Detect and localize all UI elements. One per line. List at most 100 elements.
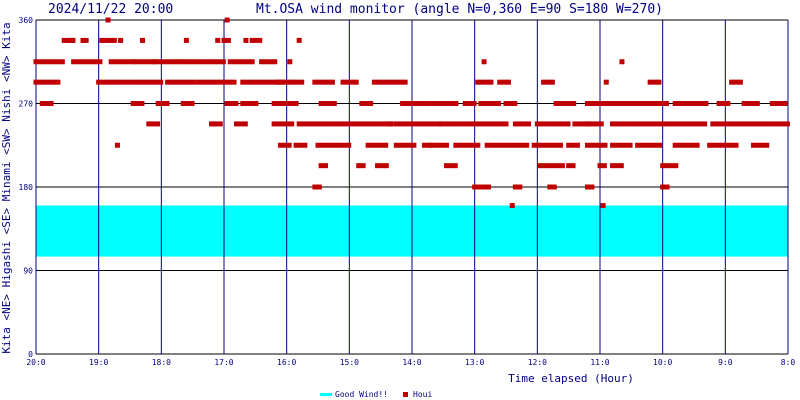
houi-point	[363, 101, 369, 106]
houi-point	[149, 79, 155, 85]
houi-point	[216, 59, 222, 65]
houi-point	[729, 142, 735, 148]
houi-point	[79, 59, 85, 65]
houi-point	[584, 184, 590, 190]
houi-point	[547, 121, 553, 127]
houi-point	[253, 101, 259, 106]
houi-point	[244, 79, 250, 85]
houi-point	[240, 79, 246, 85]
houi-point	[677, 142, 683, 148]
houi-point	[690, 142, 696, 148]
houi-point	[213, 79, 219, 85]
houi-point	[471, 101, 477, 106]
chart-title: Mt.OSA wind monitor (angle N=0,360 E=90 …	[256, 2, 663, 17]
houi-point	[51, 79, 57, 85]
houi-point	[784, 121, 790, 127]
houi-point	[552, 121, 558, 127]
houi-point	[333, 142, 339, 148]
houi-point	[549, 142, 555, 148]
houi-point	[218, 79, 224, 85]
houi-point	[741, 101, 747, 106]
houi-point	[33, 79, 39, 85]
houi-point	[534, 121, 540, 127]
houi-point	[485, 184, 491, 190]
houi-point	[555, 163, 561, 169]
houi-point	[737, 79, 743, 85]
houi-point	[257, 79, 263, 85]
houi-point	[453, 142, 459, 148]
houi-point	[325, 79, 331, 85]
houi-point	[323, 163, 329, 169]
houi-point	[600, 203, 606, 209]
houi-point	[344, 121, 350, 127]
houi-point	[263, 59, 269, 65]
houi-point	[476, 184, 482, 190]
houi-point	[448, 163, 454, 169]
houi-point	[759, 142, 765, 148]
houi-point	[462, 101, 468, 106]
houi-point	[402, 121, 408, 127]
houi-point	[517, 121, 523, 127]
houi-point	[272, 59, 278, 65]
houi-point	[212, 59, 218, 65]
houi-point	[749, 121, 755, 127]
houi-point	[690, 101, 696, 106]
houi-point	[130, 59, 136, 65]
houi-point	[189, 101, 195, 106]
houi-point	[485, 121, 491, 127]
houi-point	[553, 142, 559, 148]
x-tick-label: 11:0	[590, 358, 609, 367]
houi-point	[283, 79, 289, 85]
x-tick-label: 13:0	[465, 358, 484, 367]
houi-point	[426, 101, 432, 106]
houi-point	[507, 101, 513, 106]
houi-point	[649, 121, 655, 127]
houi-point	[224, 17, 230, 23]
houi-point	[315, 142, 321, 148]
legend: Good Wind!! Houi	[320, 390, 432, 399]
houi-point	[99, 37, 105, 43]
houi-point	[356, 163, 362, 169]
houi-point	[437, 121, 443, 127]
houi-point	[284, 101, 290, 106]
houi-point	[314, 121, 320, 127]
houi-point	[130, 101, 136, 106]
houi-point	[614, 142, 620, 148]
houi-point	[561, 121, 567, 127]
houi-point	[118, 37, 124, 43]
houi-point	[559, 163, 565, 169]
houi-point	[164, 101, 170, 106]
houi-point	[383, 142, 389, 148]
houi-point	[570, 142, 576, 148]
houi-point	[658, 121, 664, 127]
houi-point	[194, 59, 200, 65]
houi-point	[716, 101, 722, 106]
houi-point	[746, 101, 752, 106]
houi-point	[169, 79, 175, 85]
houi-point	[133, 59, 139, 65]
houi-point	[754, 101, 760, 106]
x-tick-label: 19:0	[89, 358, 108, 367]
houi-point	[545, 79, 551, 85]
houi-point	[360, 163, 366, 169]
houi-point	[462, 142, 468, 148]
houi-point	[606, 101, 612, 106]
x-tick-label: 20:0	[26, 358, 45, 367]
houi-point	[664, 163, 670, 169]
houi-point	[614, 121, 620, 127]
houi-point	[371, 121, 377, 127]
houi-point	[215, 37, 221, 43]
houi-point	[546, 163, 552, 169]
houi-point	[758, 121, 764, 127]
houi-point	[284, 121, 290, 127]
houi-point	[42, 59, 48, 65]
houi-point	[733, 142, 739, 148]
houi-point	[200, 79, 206, 85]
houi-point	[257, 37, 263, 43]
houi-point	[413, 101, 419, 106]
houi-point	[375, 121, 381, 127]
houi-point	[470, 142, 476, 148]
houi-point	[309, 121, 315, 127]
houi-point	[681, 101, 687, 106]
houi-point	[380, 121, 386, 127]
